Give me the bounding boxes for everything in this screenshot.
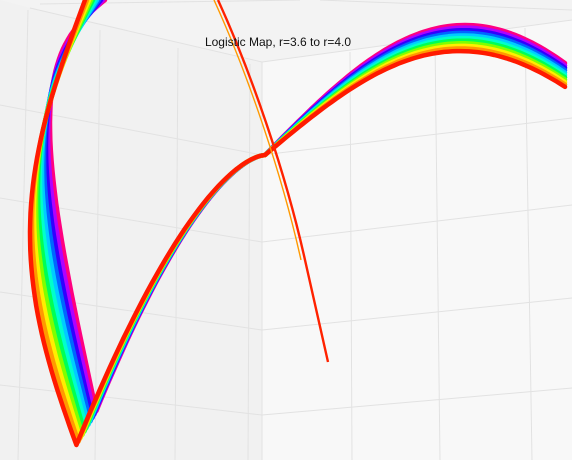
series-curve (27, 0, 568, 448)
grid-line (94, 29, 101, 460)
grid-line (319, 0, 572, 11)
grid-line (261, 297, 572, 331)
branch-curve (213, 0, 302, 261)
grid-line (29, 7, 263, 63)
top-pane (0, 0, 572, 62)
grid-line (174, 47, 179, 460)
grid-line (434, 39, 441, 460)
series-r-4-00 (27, 0, 568, 448)
right-wall-pane (262, 20, 572, 460)
grid-line (261, 117, 572, 156)
grid-line (247, 63, 251, 460)
branch-curve (216, 0, 330, 363)
grid-line (524, 27, 533, 460)
grid-line (261, 204, 572, 243)
chart-title: Logistic Map, r=3.6 to r=4.0 (205, 35, 351, 49)
grid-line (261, 387, 572, 416)
grid-line (349, 51, 353, 460)
grid-line (0, 384, 263, 416)
series-layer (27, 0, 568, 448)
series-branch (213, 0, 330, 363)
grid-line (17, 9, 29, 460)
grid-line (0, 104, 263, 156)
